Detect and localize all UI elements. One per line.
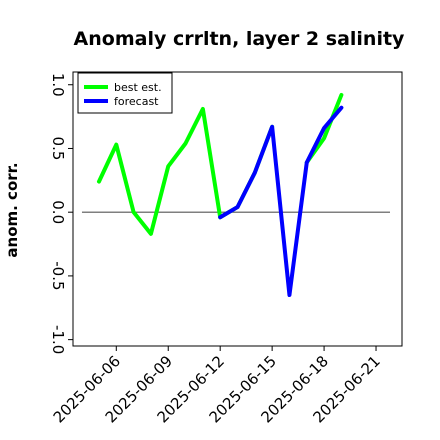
series-layer [96, 92, 344, 298]
series-line-best-est [96, 106, 275, 236]
plot-frame [72, 71, 403, 347]
y-tick-label: -0.5 [49, 261, 67, 290]
y-ticks: -1.0 -0.5 0.0 0.5 1.0 [49, 73, 73, 354]
y-tick-label: 0.5 [49, 137, 67, 161]
legend: best est. forecast [77, 72, 173, 114]
x-ticks: 2025-06-062025-06-092025-06-122025-06-15… [50, 346, 384, 426]
y-tick-label: 1.0 [49, 73, 67, 97]
y-tick-label: 0.0 [49, 200, 67, 224]
chart-title: Anomaly crrltn, layer 2 salinity [74, 28, 405, 50]
legend-label-forecast: forecast [114, 95, 159, 108]
series-line-forecast [218, 105, 344, 298]
y-tick-label: -1.0 [49, 325, 67, 354]
legend-label-best-est: best est. [114, 81, 162, 94]
y-axis-label: anom. corr. [3, 162, 21, 257]
legend-box [77, 72, 173, 114]
